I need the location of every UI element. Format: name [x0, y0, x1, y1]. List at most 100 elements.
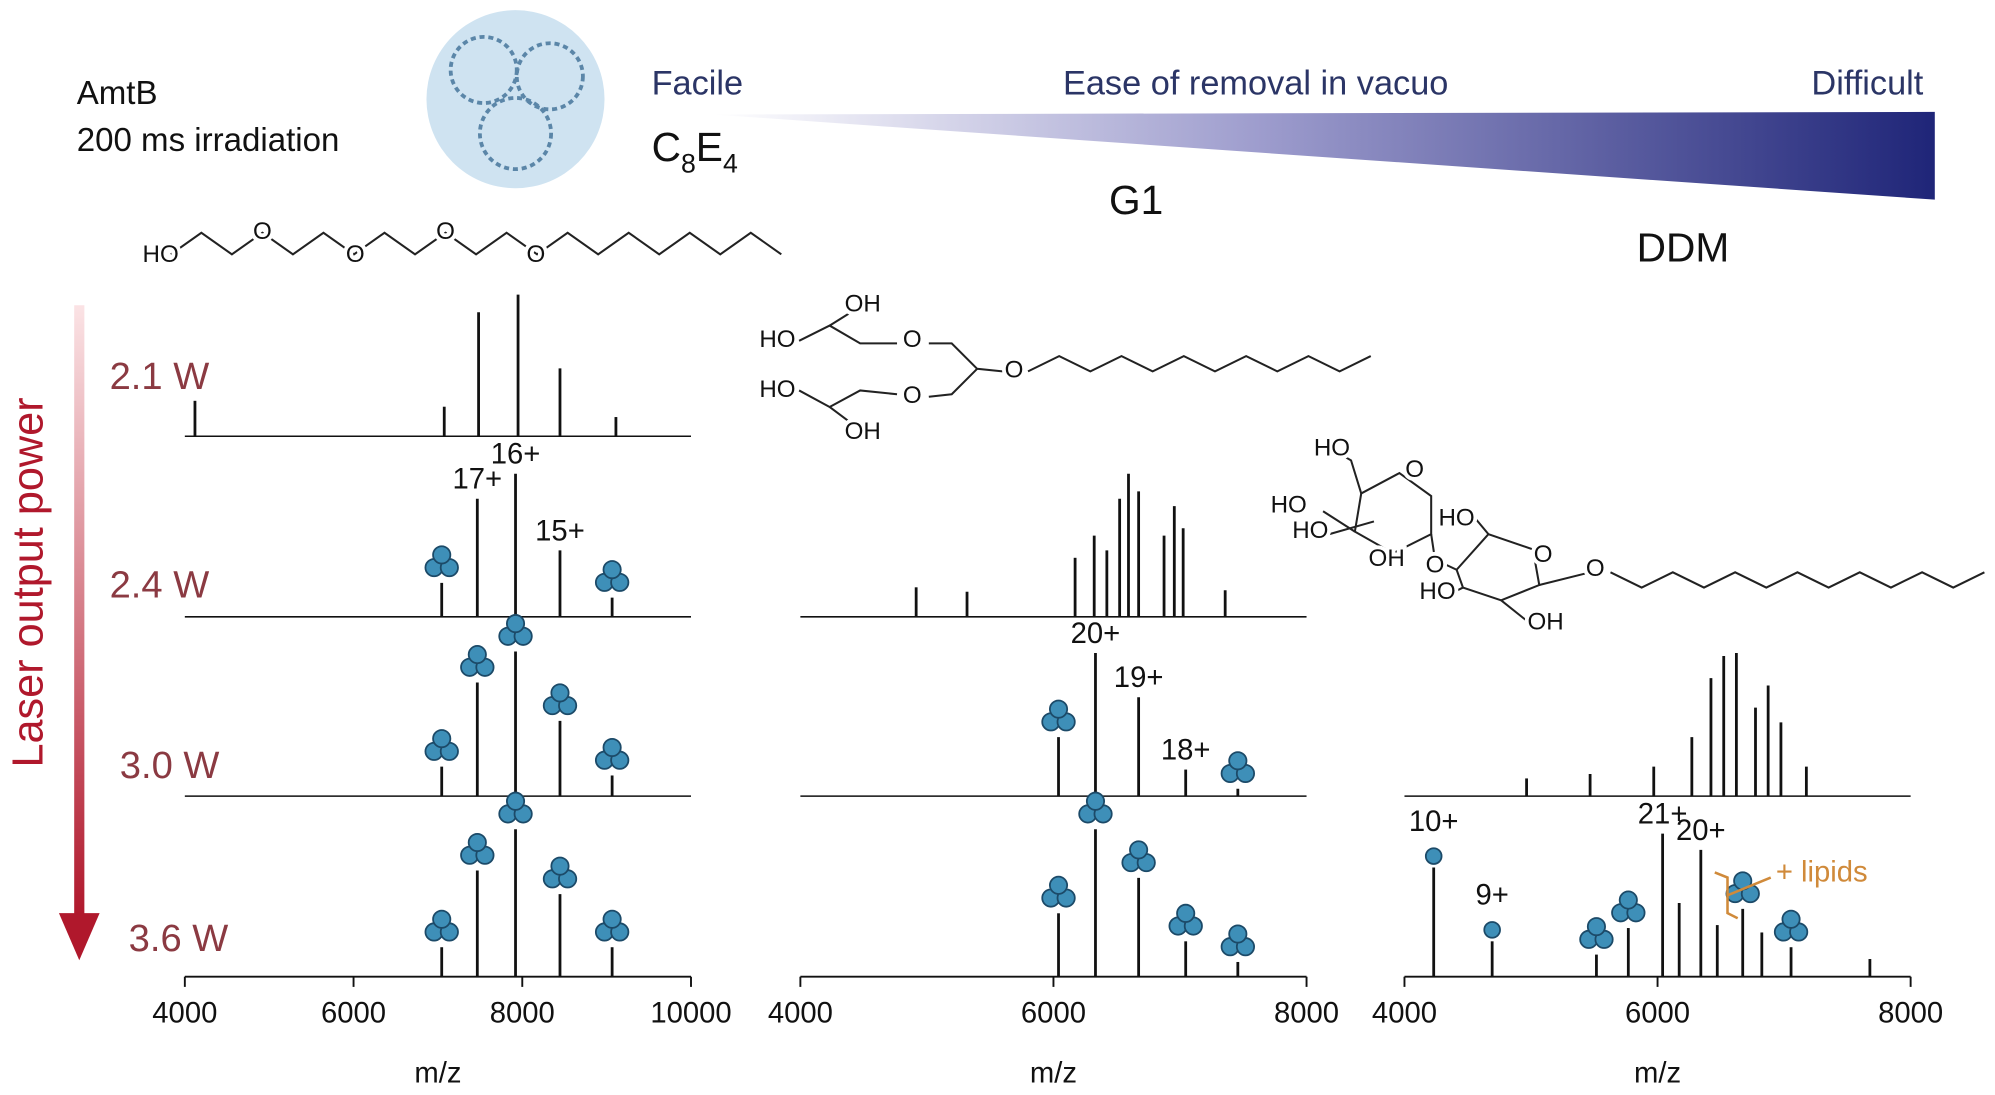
atom: HO — [759, 376, 795, 403]
charge-label: 16+ — [491, 439, 541, 471]
trimer-icon — [542, 856, 578, 889]
x-axis-title: m/z — [414, 1057, 461, 1089]
subunit — [1048, 699, 1069, 719]
charge-label: 9+ — [1475, 880, 1508, 912]
protein-image — [426, 10, 605, 189]
lipid-leader — [1727, 876, 1772, 897]
atom: O — [1586, 555, 1605, 582]
subunit — [1228, 924, 1248, 944]
protein-name: AmtB — [77, 75, 158, 112]
charge-label: 10+ — [1409, 806, 1459, 838]
monomer-icon — [1424, 847, 1443, 865]
subunit — [467, 645, 487, 665]
charge-label: 20+ — [1676, 815, 1726, 847]
trimer-icon — [424, 729, 459, 761]
power-axis-title: Laser output power — [4, 397, 52, 767]
atom: O — [526, 241, 545, 268]
subunit — [550, 856, 570, 876]
charge-label: 21+ — [1638, 799, 1688, 831]
trimer-icon — [594, 737, 630, 770]
subunit — [432, 545, 452, 565]
subunit — [1228, 751, 1248, 771]
trimer-icon — [424, 909, 459, 942]
subunit — [602, 737, 622, 758]
atom: O — [1005, 357, 1024, 384]
atom: HO — [1292, 517, 1328, 544]
lipid-annotation: + lipids — [1776, 856, 1868, 888]
subunit — [1586, 917, 1606, 937]
atom: O — [436, 218, 455, 245]
ddm-structure — [1322, 450, 1591, 622]
charge-label: 19+ — [1114, 662, 1164, 694]
x-tick-label: 8000 — [490, 998, 555, 1030]
trimer-icon — [594, 909, 630, 942]
x-tick-label: 6000 — [1625, 998, 1690, 1030]
facile-label: Facile — [652, 64, 744, 102]
atom: HO — [1314, 434, 1350, 461]
x-tick-label: 6000 — [1021, 998, 1086, 1030]
atom: O — [346, 241, 365, 268]
subunit — [602, 909, 622, 929]
power-arrow — [74, 305, 85, 916]
x-tick-label: 4000 — [768, 998, 833, 1030]
x-tick-label: 4000 — [152, 998, 217, 1030]
monomer-icon — [1483, 921, 1501, 939]
trimer-icon — [1078, 791, 1113, 824]
x-axis-title: m/z — [1634, 1057, 1681, 1089]
atom: OH — [1528, 609, 1564, 636]
trimer-icon — [542, 683, 578, 716]
ddm-name: DDM — [1637, 224, 1730, 270]
subunit — [1781, 909, 1801, 929]
power-arrowhead — [58, 913, 100, 961]
trimer-icon — [1725, 871, 1760, 904]
c8e4-name: C8E4 — [652, 124, 738, 179]
trimer-icon — [498, 791, 533, 824]
power-label: 3.6 W — [129, 917, 229, 960]
trimer-icon — [1220, 924, 1255, 957]
trimer-icon — [424, 545, 459, 578]
subunit — [1176, 903, 1196, 923]
c8e4-structure — [170, 231, 782, 256]
x-axis-title: m/z — [1030, 1057, 1077, 1089]
difficult-label: Difficult — [1811, 64, 1923, 102]
trimer-icon — [1773, 909, 1809, 942]
x-tick-label: 8000 — [1878, 998, 1943, 1030]
charge-label: 20+ — [1071, 618, 1121, 650]
charge-label: 18+ — [1161, 735, 1211, 767]
atom: OH — [845, 291, 881, 318]
trimer-icon — [1121, 840, 1156, 873]
atom: OH — [845, 418, 881, 445]
condition: 200 ms irradiation — [77, 122, 340, 159]
atom: HO — [1271, 492, 1307, 519]
subunit — [602, 560, 622, 580]
atom: HO — [1419, 578, 1455, 605]
subunit — [1085, 791, 1106, 811]
x-tick-label: 10000 — [650, 998, 731, 1030]
subunit — [1483, 921, 1501, 939]
charge-label: 15+ — [535, 515, 585, 547]
trimer-icon — [460, 645, 495, 677]
subunit — [1048, 875, 1069, 895]
atom: HO — [759, 326, 795, 353]
charge-label: 17+ — [453, 464, 503, 496]
subunit — [1129, 840, 1149, 860]
power-label: 2.4 W — [110, 564, 210, 607]
subunit — [1424, 847, 1443, 865]
power-label: 3.0 W — [120, 744, 220, 787]
x-tick-label: 8000 — [1274, 998, 1339, 1030]
atom: O — [253, 218, 272, 245]
subunit — [550, 683, 570, 703]
atom: HO — [143, 241, 179, 268]
trimer-icon — [1220, 751, 1255, 784]
subunit — [505, 614, 526, 634]
atom: OH — [1369, 545, 1405, 572]
trimer-icon — [594, 560, 630, 592]
atom: O — [903, 326, 922, 353]
atom: HO — [1438, 504, 1474, 531]
g1-chain — [1027, 354, 1372, 373]
trimer-icon — [498, 614, 533, 646]
gradient-wedge — [712, 111, 1935, 200]
ease-label: Ease of removal in vacuo — [1063, 64, 1448, 102]
power-label: 2.1 W — [110, 355, 210, 398]
